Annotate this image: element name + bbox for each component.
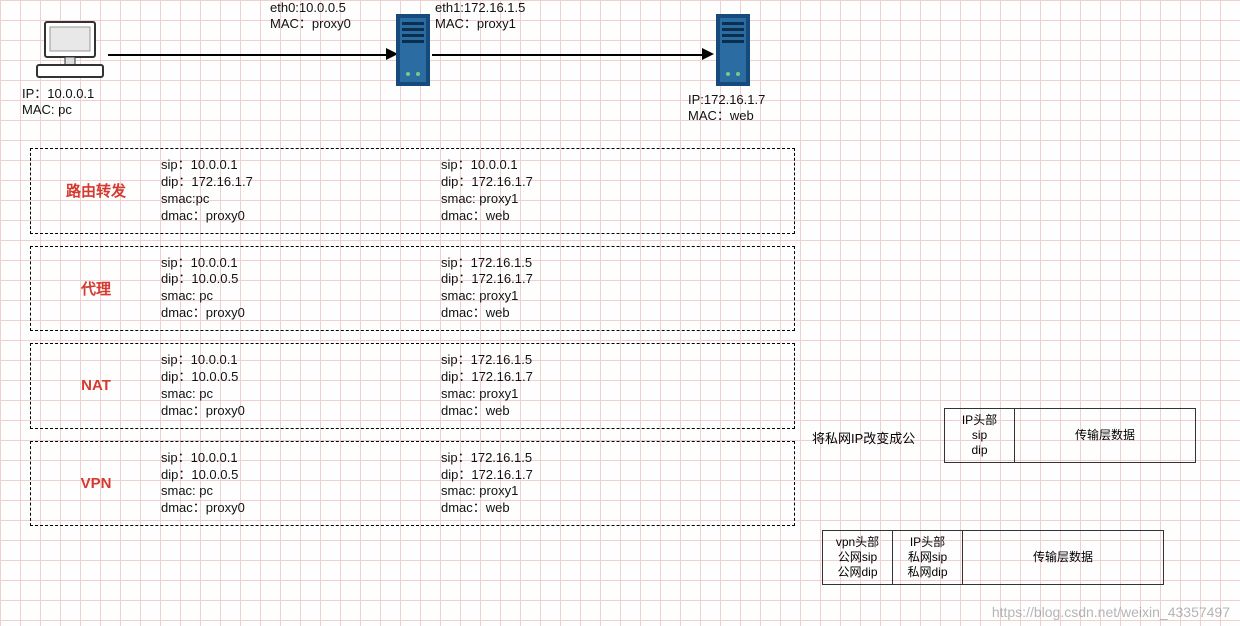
vpn-packet-payload: 传输层数据	[963, 531, 1163, 584]
nat-note-text: 将私网IP改变成公	[812, 428, 915, 447]
packet-col-left: sip：10.0.0.1 dip：10.0.0.5 smac: pc dmac：…	[161, 450, 441, 518]
arrow-pc-proxy	[108, 54, 388, 56]
sip: sip：10.0.0.1	[161, 450, 441, 467]
smac: smac: proxy1	[441, 191, 721, 208]
sip: sip：172.16.1.5	[441, 450, 721, 467]
nat-packet-diagram: IP头部 sip dip 传输层数据	[944, 408, 1196, 463]
dmac: dmac：web	[441, 403, 721, 420]
vpn-packet-diagram: vpn头部 公网sip 公网dip IP头部 私网sip 私网dip 传输层数据	[822, 530, 1164, 585]
network-topology: IP：10.0.0.1 MAC: pc eth0:10.0.0.5 MAC：pr…	[0, 0, 1240, 140]
cell-line: IP头部	[901, 535, 954, 550]
dip: dip：10.0.0.5	[161, 467, 441, 484]
web-ip: IP:172.16.1.7	[688, 92, 765, 108]
dmac: dmac：proxy0	[161, 208, 441, 225]
web-label: IP:172.16.1.7 MAC：web	[688, 92, 765, 125]
cell-line: 私网dip	[901, 565, 954, 580]
row-proxy: 代理 sip：10.0.0.1 dip：10.0.0.5 smac: pc dm…	[30, 246, 795, 332]
cell-line: dip	[953, 443, 1006, 458]
row-routing: 路由转发 sip：10.0.0.1 dip：172.16.1.7 smac:pc…	[30, 148, 795, 234]
sip: sip：10.0.0.1	[441, 157, 721, 174]
dip: dip：172.16.1.7	[441, 174, 721, 191]
row-nat: NAT sip：10.0.0.1 dip：10.0.0.5 smac: pc d…	[30, 343, 795, 429]
arrow-proxy-web	[432, 54, 704, 56]
pc-mac: MAC: pc	[22, 102, 94, 118]
smac: smac: proxy1	[441, 288, 721, 305]
packet-col-right: sip：10.0.0.1 dip：172.16.1.7 smac: proxy1…	[441, 157, 721, 225]
dip: dip：172.16.1.7	[441, 369, 721, 386]
row-title: 代理	[31, 278, 161, 299]
eth0-ip: eth0:10.0.0.5	[270, 0, 351, 16]
smac: smac: proxy1	[441, 483, 721, 500]
row-vpn: VPN sip：10.0.0.1 dip：10.0.0.5 smac: pc d…	[30, 441, 795, 527]
proxy-server-icon	[396, 14, 430, 86]
dmac: dmac：web	[441, 500, 721, 517]
web-server-icon	[716, 14, 750, 86]
sip: sip：172.16.1.5	[441, 352, 721, 369]
row-title: VPN	[31, 475, 161, 492]
dip: dip：10.0.0.5	[161, 369, 441, 386]
eth1-mac: MAC：proxy1	[435, 16, 525, 32]
smac: smac:pc	[161, 191, 441, 208]
dmac: dmac：web	[441, 208, 721, 225]
packet-col-left: sip：10.0.0.1 dip：172.16.1.7 smac:pc dmac…	[161, 157, 441, 225]
packet-col-left: sip：10.0.0.1 dip：10.0.0.5 smac: pc dmac：…	[161, 352, 441, 420]
cell-line: 公网sip	[831, 550, 884, 565]
smac: smac: pc	[161, 386, 441, 403]
smac: smac: proxy1	[441, 386, 721, 403]
proxy-eth0-label: eth0:10.0.0.5 MAC：proxy0	[270, 0, 351, 33]
proxy-eth1-label: eth1:172.16.1.5 MAC：proxy1	[435, 0, 525, 33]
pc-ip: IP：10.0.0.1	[22, 86, 94, 102]
cell-line: 传输层数据	[1023, 428, 1187, 443]
packet-col-right: sip：172.16.1.5 dip：172.16.1.7 smac: prox…	[441, 255, 721, 323]
smac: smac: pc	[161, 288, 441, 305]
dmac: dmac：web	[441, 305, 721, 322]
dmac: dmac：proxy0	[161, 500, 441, 517]
cell-line: vpn头部	[831, 535, 884, 550]
pc-label: IP：10.0.0.1 MAC: pc	[22, 86, 94, 119]
row-title: NAT	[31, 377, 161, 394]
dip: dip：172.16.1.7	[441, 467, 721, 484]
dip: dip：172.16.1.7	[441, 271, 721, 288]
arrow-head-icon	[702, 48, 714, 60]
cell-line: 私网sip	[901, 550, 954, 565]
nat-packet-ipheader: IP头部 sip dip	[945, 409, 1015, 462]
web-mac: MAC：web	[688, 108, 765, 124]
dmac: dmac：proxy0	[161, 305, 441, 322]
cell-line: sip	[953, 428, 1006, 443]
pc-icon	[35, 20, 105, 80]
dip: dip：10.0.0.5	[161, 271, 441, 288]
watermark-text: https://blog.csdn.net/weixin_43357497	[992, 604, 1230, 620]
eth1-ip: eth1:172.16.1.5	[435, 0, 525, 16]
dip: dip：172.16.1.7	[161, 174, 441, 191]
packet-col-right: sip：172.16.1.5 dip：172.16.1.7 smac: prox…	[441, 450, 721, 518]
sip: sip：10.0.0.1	[161, 157, 441, 174]
packet-col-left: sip：10.0.0.1 dip：10.0.0.5 smac: pc dmac：…	[161, 255, 441, 323]
packet-col-right: sip：172.16.1.5 dip：172.16.1.7 smac: prox…	[441, 352, 721, 420]
row-title: 路由转发	[31, 180, 161, 201]
cell-line: IP头部	[953, 413, 1006, 428]
vpn-packet-ipheader: IP头部 私网sip 私网dip	[893, 531, 963, 584]
sip: sip：10.0.0.1	[161, 352, 441, 369]
eth0-mac: MAC：proxy0	[270, 16, 351, 32]
cell-line: 传输层数据	[971, 550, 1155, 565]
smac: smac: pc	[161, 483, 441, 500]
comparison-rows: 路由转发 sip：10.0.0.1 dip：172.16.1.7 smac:pc…	[30, 148, 795, 538]
vpn-packet-vpnheader: vpn头部 公网sip 公网dip	[823, 531, 893, 584]
sip: sip：172.16.1.5	[441, 255, 721, 272]
sip: sip：10.0.0.1	[161, 255, 441, 272]
nat-packet-payload: 传输层数据	[1015, 409, 1195, 462]
cell-line: 公网dip	[831, 565, 884, 580]
dmac: dmac：proxy0	[161, 403, 441, 420]
